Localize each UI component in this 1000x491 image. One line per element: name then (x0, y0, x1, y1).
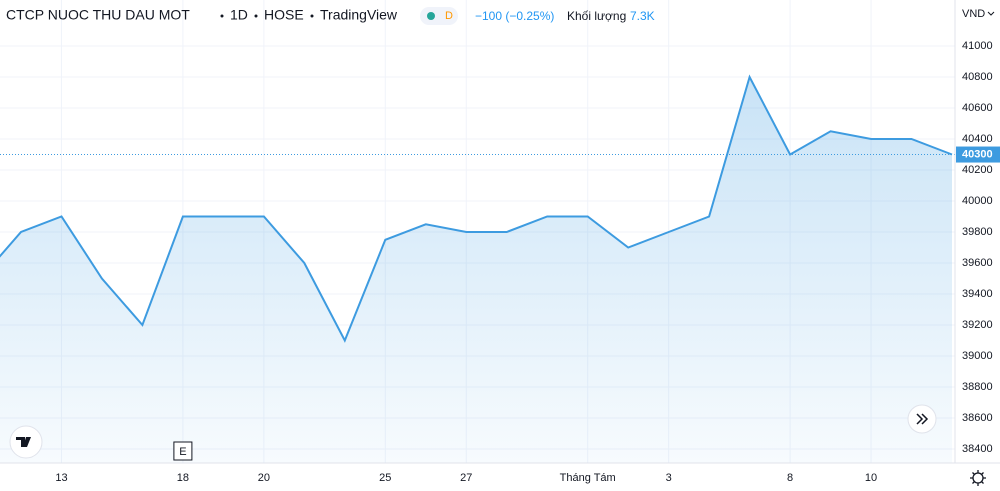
change: −100 (−0.25%) (475, 9, 554, 23)
y-tick-label: 40200 (962, 164, 993, 176)
source: TradingView (320, 7, 398, 23)
price-line (0, 74, 953, 343)
settings-icon[interactable] (970, 470, 986, 486)
y-tick-label: 38600 (962, 412, 993, 424)
separator (310, 14, 314, 18)
event-marker-box (173, 441, 193, 461)
scroll-button[interactable] (907, 404, 937, 434)
symbol: CTCP NUOC THU DAU MOT (6, 7, 190, 23)
x-tick-label: 25 (379, 472, 391, 484)
exchange: HOSE (264, 7, 304, 23)
y-tick-label: 39400 (962, 288, 993, 300)
interval: 1D (230, 7, 248, 23)
currency-caret (987, 11, 995, 16)
area-fill (0, 77, 953, 463)
last-price-label: 40300 (962, 148, 993, 160)
x-tick-label: 20 (258, 472, 270, 484)
status-badge (420, 7, 458, 25)
y-tick-label: 41000 (962, 40, 993, 52)
x-tick-label: 10 (865, 472, 877, 484)
separator (254, 14, 258, 18)
y-tick-label: 39200 (962, 319, 993, 331)
y-tick-label: 39800 (962, 226, 993, 238)
y-tick-label: 40000 (962, 195, 993, 207)
event-marker: E (179, 446, 186, 458)
x-tick-label: 3 (666, 472, 672, 484)
separator (220, 14, 224, 18)
x-tick-label: 27 (460, 472, 472, 484)
x-tick-label: 13 (55, 472, 67, 484)
volume: 7.3K (630, 9, 655, 23)
plot-area (0, 0, 955, 463)
session-badge: D (445, 10, 453, 22)
volume-label: Khối lượng (567, 9, 626, 23)
y-tick-label: 39600 (962, 257, 993, 269)
currency[interactable]: VND (962, 8, 985, 20)
status-dot (427, 12, 435, 20)
x-tick-label: 8 (787, 472, 793, 484)
y-tick-label: 39000 (962, 350, 993, 362)
y-tick-label: 40600 (962, 102, 993, 114)
y-tick-label: 38800 (962, 381, 993, 393)
y-tick-label: 40800 (962, 71, 993, 83)
logo (9, 425, 43, 459)
y-tick-label: 38400 (962, 443, 993, 455)
last-price-tag (956, 146, 1000, 163)
y-tick-label: 40400 (962, 133, 993, 145)
x-tick-label: Tháng Tám (560, 472, 616, 484)
x-tick-label: 18 (177, 472, 189, 484)
